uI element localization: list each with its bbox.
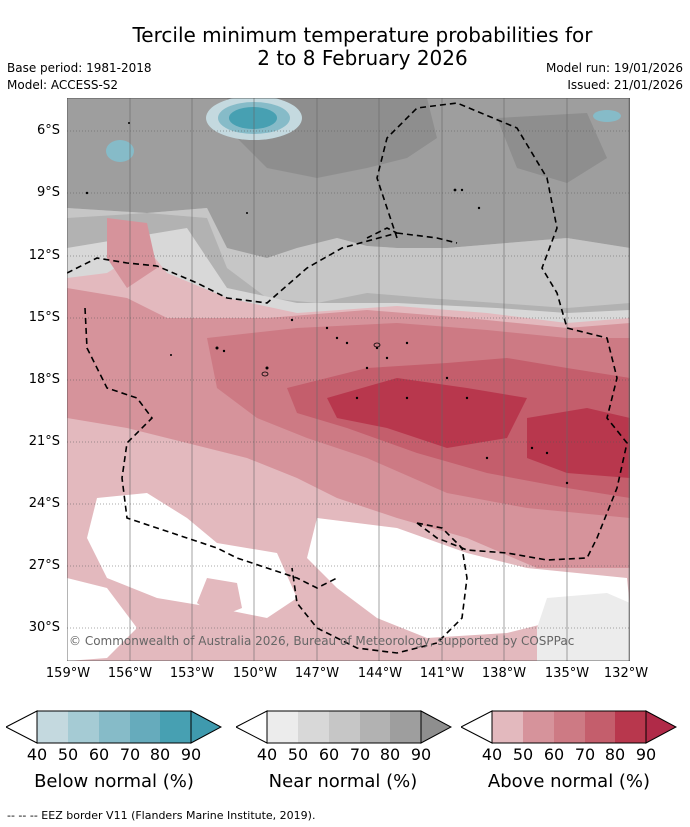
lon-label: 150°W	[232, 666, 278, 681]
colorbar-tick: 60	[543, 745, 565, 764]
colorbar-upper-arrow	[645, 710, 677, 744]
lat-label: 12°S	[28, 248, 60, 263]
colorbar-tick: 40	[256, 745, 278, 764]
above-normal-40-patch	[197, 578, 242, 618]
model-run: Model run: 19/01/2026	[545, 61, 683, 75]
lon-label: 132°W	[603, 666, 649, 681]
lat-label: 9°S	[36, 185, 60, 200]
colorbar-tick: 70	[574, 745, 596, 764]
colorbar-tick: 50	[57, 745, 79, 764]
below-normal-region-east	[593, 110, 621, 122]
near-normal-90-region-east	[497, 113, 607, 183]
above-normal-80-region-east	[527, 408, 630, 478]
colorbar-segment	[523, 711, 554, 743]
eez-border-north	[67, 227, 458, 304]
colorbar-segment	[329, 711, 360, 743]
map-title-line1: Tercile minimum temperature probabilitie…	[132, 23, 593, 47]
eez-legend-note: -- -- -- EEZ border V11 (Flanders Marine…	[7, 809, 316, 822]
colorbar-segment	[585, 711, 615, 743]
colorbar-tick: 90	[410, 745, 432, 764]
colorbar-tick: 70	[119, 745, 141, 764]
colorbar-segment	[130, 711, 160, 743]
colorbar-segment	[99, 711, 130, 743]
lon-label: 147°W	[294, 666, 340, 681]
colorbar-lower-arrow	[236, 710, 268, 744]
colorbar-tick: 80	[604, 745, 626, 764]
lon-label: 156°W	[107, 666, 153, 681]
near-normal-80-region	[67, 98, 630, 258]
probability-map	[67, 98, 630, 661]
lat-label: 18°S	[28, 372, 60, 387]
island-outlines	[261, 342, 381, 377]
colorbar-tick: 60	[88, 745, 110, 764]
lat-label: 24°S	[28, 496, 60, 511]
lon-label: 141°W	[419, 666, 465, 681]
base-period: Base period: 1981-2018	[7, 61, 152, 75]
lat-label: 15°S	[28, 310, 60, 325]
colorbar-lower-arrow	[6, 710, 38, 744]
colorbar-upper-arrow	[190, 710, 222, 744]
colorbar-lower-arrow	[461, 710, 493, 744]
below-normal-90-region	[229, 107, 277, 129]
near-normal-40-region-se	[537, 593, 630, 661]
colorbar-tick: 50	[512, 745, 534, 764]
colorbar-tick: 90	[180, 745, 202, 764]
colorbar-segment	[160, 711, 191, 743]
map-title-line2: 2 to 8 February 2026	[257, 46, 468, 70]
colorbar-tick: 40	[481, 745, 503, 764]
colorbar-below-normal	[6, 710, 222, 744]
lat-label: 6°S	[36, 123, 60, 138]
eez-border-east	[376, 102, 628, 561]
issued-date: Issued: 21/01/2026	[567, 78, 683, 92]
colorbar-tick: 70	[349, 745, 371, 764]
model-name: Model: ACCESS-S2	[7, 78, 119, 92]
lon-label: 138°W	[481, 666, 527, 681]
copyright-notice: © Commonwealth of Australia 2026, Bureau…	[69, 634, 575, 648]
lon-label: 159°W	[45, 666, 91, 681]
colorbar-segment	[390, 711, 421, 743]
colorbar-tick: 40	[26, 745, 48, 764]
graticule	[67, 130, 630, 629]
eez-border-south	[291, 522, 468, 654]
meridians	[129, 98, 630, 661]
below-normal-region-west	[106, 140, 134, 162]
colorbar-segment	[37, 711, 68, 743]
eez-border-west	[84, 307, 338, 589]
above-normal-80-region	[327, 378, 527, 448]
colorbar-segment	[360, 711, 390, 743]
colorbar-segment	[615, 711, 646, 743]
colorbar-tick: 80	[149, 745, 171, 764]
colorbar-near-normal	[236, 710, 452, 744]
lon-label: 153°W	[169, 666, 215, 681]
colorbar-upper-arrow	[420, 710, 452, 744]
colorbar-above-normal	[461, 710, 677, 744]
colorbar-segment	[68, 711, 99, 743]
lon-label: 144°W	[357, 666, 403, 681]
colorbar-tick: 90	[635, 745, 657, 764]
lat-label: 30°S	[28, 620, 60, 635]
no-signal-region-sw	[67, 578, 137, 661]
islands	[85, 122, 569, 485]
colorbar-segment	[492, 711, 523, 743]
colorbar-label-below: Below normal (%)	[34, 771, 194, 792]
colorbar-tick: 80	[379, 745, 401, 764]
colorbar-tick: 60	[318, 745, 340, 764]
colorbar-label-near: Near normal (%)	[268, 771, 418, 792]
above-normal-50-region-nw	[107, 218, 157, 288]
lat-label: 21°S	[28, 434, 60, 449]
lon-label: 135°W	[544, 666, 590, 681]
lat-label: 27°S	[28, 558, 60, 573]
colorbar-segment	[267, 711, 298, 743]
colorbar-segment	[298, 711, 329, 743]
colorbar-label-above: Above normal (%)	[487, 771, 651, 792]
colorbar-segment	[554, 711, 585, 743]
near-normal-60-region	[67, 208, 630, 308]
colorbar-tick: 50	[287, 745, 309, 764]
